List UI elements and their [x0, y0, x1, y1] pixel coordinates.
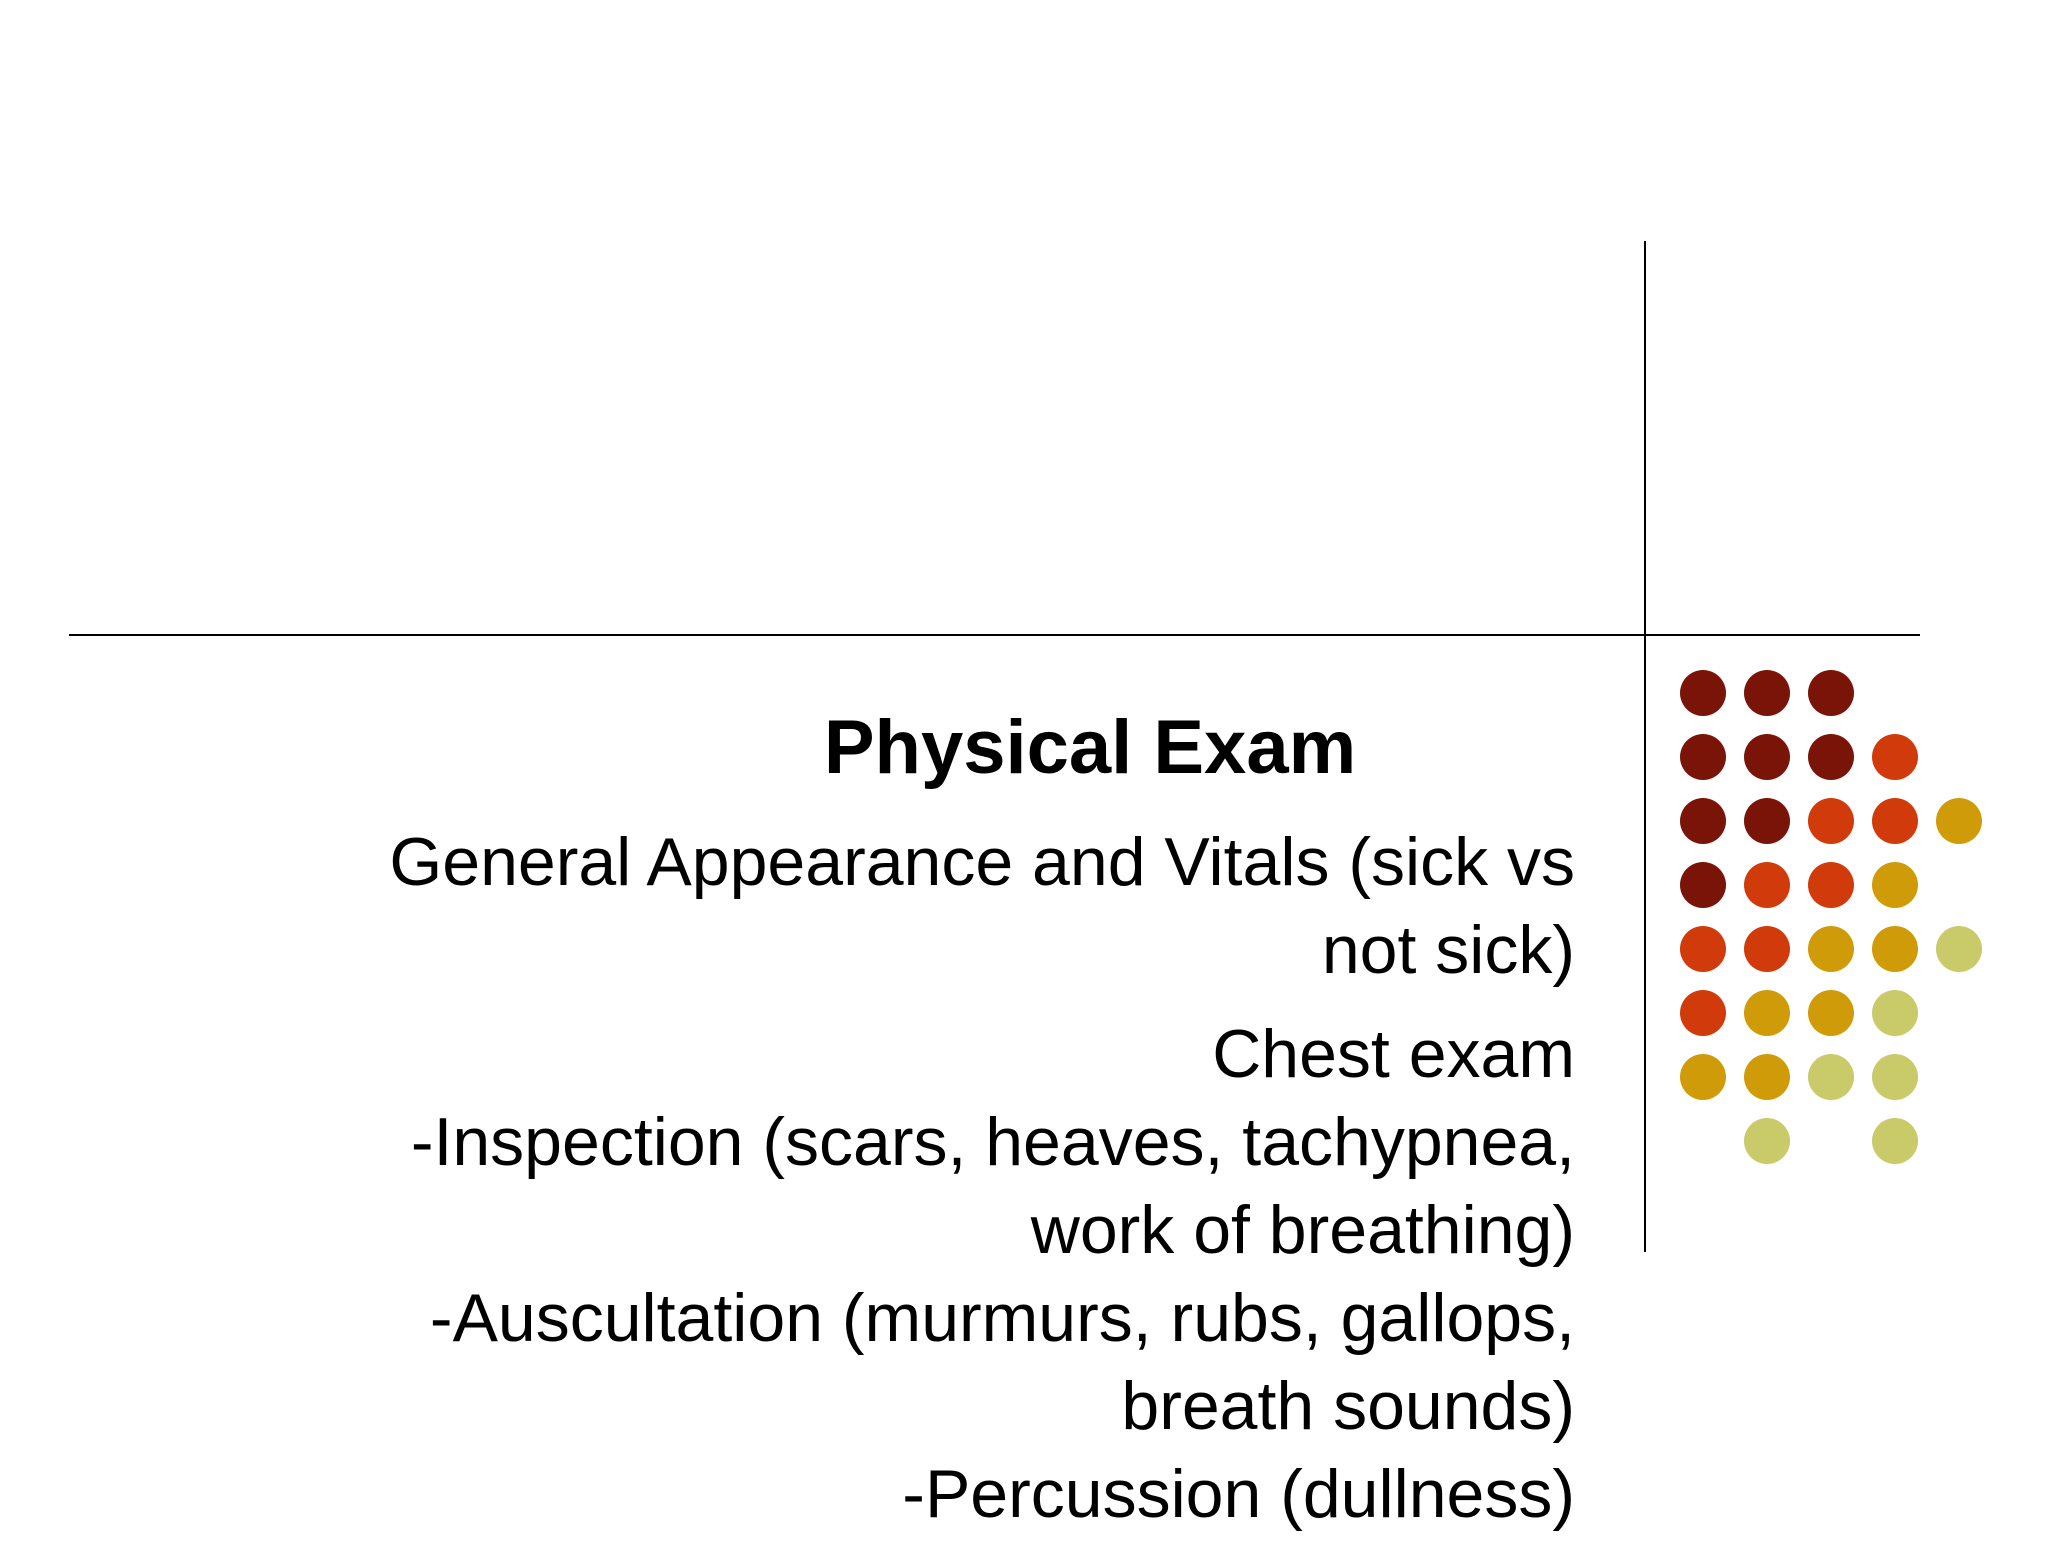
- body-line: Chest exam: [1212, 1016, 1575, 1092]
- horizontal-divider: [69, 634, 1920, 636]
- decorative-dot: [1808, 862, 1854, 908]
- decorative-dot: [1936, 798, 1982, 844]
- decorative-dot: [1872, 990, 1918, 1036]
- decorative-dot: [1808, 798, 1854, 844]
- vertical-divider: [1644, 241, 1646, 1252]
- body-line: -Inspection (scars, heaves, tachypnea,: [410, 1104, 1575, 1180]
- decorative-dot: [1744, 798, 1790, 844]
- decorative-dot: [1808, 734, 1854, 780]
- decorative-dot: [1680, 926, 1726, 972]
- body-line: General Appearance and Vitals (sick vs: [389, 824, 1575, 900]
- body-line: -Auscultation (murmurs, rubs, gallops,: [429, 1280, 1575, 1356]
- decorative-dot: [1680, 798, 1726, 844]
- decorative-dot: [1808, 926, 1854, 972]
- decorative-dot: [1680, 990, 1726, 1036]
- decorative-dot: [1744, 862, 1790, 908]
- decorative-dot-grid: [1680, 670, 2010, 1170]
- decorative-dot: [1808, 670, 1854, 716]
- decorative-dot: [1808, 1054, 1854, 1100]
- decorative-dot: [1936, 926, 1982, 972]
- decorative-dot: [1744, 1118, 1790, 1164]
- decorative-dot: [1744, 1054, 1790, 1100]
- decorative-dot: [1680, 734, 1726, 780]
- decorative-dot: [1872, 798, 1918, 844]
- body-line: -Percussion (dullness): [902, 1456, 1575, 1532]
- decorative-dot: [1680, 670, 1726, 716]
- body-line: work of breathing): [1030, 1192, 1575, 1268]
- decorative-dot: [1744, 670, 1790, 716]
- decorative-dot: [1872, 862, 1918, 908]
- decorative-dot: [1808, 990, 1854, 1036]
- decorative-dot: [1872, 1054, 1918, 1100]
- decorative-dot: [1744, 990, 1790, 1036]
- paragraph-general-appearance: General Appearance and Vitals (sick vs n…: [175, 818, 1575, 994]
- decorative-dot: [1872, 734, 1918, 780]
- decorative-dot: [1744, 734, 1790, 780]
- decorative-dot: [1680, 1054, 1726, 1100]
- slide-title: Physical Exam: [823, 705, 1357, 790]
- paragraph-chest-exam: Chest exam -Inspection (scars, heaves, t…: [175, 1010, 1575, 1538]
- decorative-dot: [1744, 926, 1790, 972]
- decorative-dot: [1680, 862, 1726, 908]
- body-line: not sick): [1321, 912, 1575, 988]
- slide-body: General Appearance and Vitals (sick vs n…: [175, 818, 1575, 1554]
- decorative-dot: [1872, 926, 1918, 972]
- body-line: breath sounds): [1121, 1368, 1575, 1444]
- decorative-dot: [1872, 1118, 1918, 1164]
